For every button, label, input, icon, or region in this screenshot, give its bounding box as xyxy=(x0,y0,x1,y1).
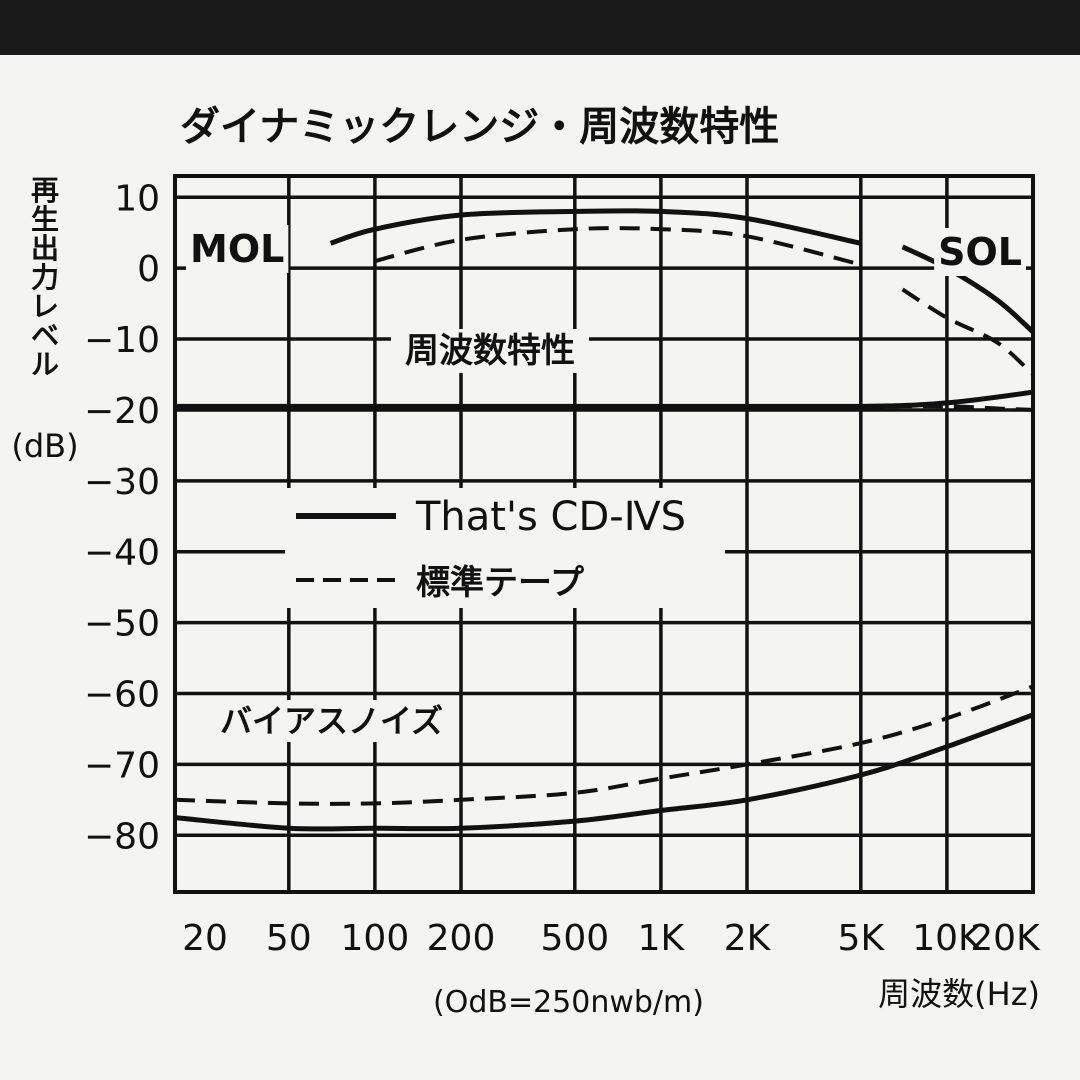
solid-series-line-2 xyxy=(901,244,1035,334)
y-axis-label-char: 出 xyxy=(31,232,59,265)
x-tick-label: 20K xyxy=(970,918,1041,959)
sol-label: SOL xyxy=(938,230,1022,274)
y-tick-label: −50 xyxy=(84,604,160,645)
y-tick-label: 10 xyxy=(114,178,160,219)
frequency-response-label: 周波数特性 xyxy=(405,331,575,371)
y-axis-label-char: ベ xyxy=(31,319,59,352)
y-axis-label-char: ル xyxy=(31,348,59,381)
x-tick-label: 50 xyxy=(266,918,312,959)
legend: That's CD-ⅣS 標準テープ xyxy=(285,488,725,608)
chart-title: ダイナミックレンジ・周波数特性 xyxy=(180,104,779,150)
frequency-response-label-group: 周波数特性 xyxy=(391,329,589,373)
sol-label-group: SOL xyxy=(934,228,1026,276)
bias-noise-label-group: バイアスノイズ xyxy=(212,700,452,742)
x-axis-label: 周波数(Hz) xyxy=(878,975,1040,1013)
plot-frame xyxy=(173,174,1035,894)
legend-label: 標準テープ xyxy=(416,563,584,603)
y-axis-label-char: 力 xyxy=(31,261,59,294)
x-tick-label: 100 xyxy=(341,918,410,959)
bias-noise-label: バイアスノイズ xyxy=(220,702,443,740)
dashed-series-line-3 xyxy=(901,287,1035,376)
y-tick-label: 0 xyxy=(137,249,160,290)
solid-series-line-4 xyxy=(175,389,1034,410)
bias-noise-label-background xyxy=(212,700,452,742)
legend-background xyxy=(285,488,725,608)
y-tick-label: −70 xyxy=(84,745,160,786)
x-tick-label: 200 xyxy=(427,918,496,959)
mol-label: MOL xyxy=(190,227,284,271)
x-tick-label: 20 xyxy=(182,918,228,959)
y-tick-label: −20 xyxy=(84,391,160,432)
x-tick-label: 10K xyxy=(912,918,983,959)
y-axis-label-char: 生 xyxy=(31,203,59,236)
tick-labels: 20 50 100 200 500 1K 2K 5K 10K20K100−10−20−30−40… xyxy=(84,178,1041,959)
dashed-series-line-1 xyxy=(374,226,862,267)
y-tick-label: −60 xyxy=(84,675,160,716)
mol-label-group: MOL xyxy=(186,225,289,273)
solid-series-line-0 xyxy=(329,208,862,246)
y-tick-label: −40 xyxy=(84,533,160,574)
sol-label-background xyxy=(934,228,1026,276)
solid-series-line-6 xyxy=(174,712,1034,832)
x-tick-label: 500 xyxy=(540,918,609,959)
y-axis-label-char: レ xyxy=(31,290,59,323)
y-tick-label: −10 xyxy=(84,320,160,361)
y-tick-label: −30 xyxy=(84,462,160,503)
y-axis-label-char: 再 xyxy=(31,174,59,207)
frequency-response-label-background xyxy=(391,329,589,373)
x-tick-label: 1K xyxy=(638,918,686,959)
dashed-series-line-7 xyxy=(174,684,1034,806)
y-tick-label: −80 xyxy=(84,816,160,857)
x-tick-label: 5K xyxy=(838,918,886,959)
x-tick-label: 2K xyxy=(724,918,772,959)
legend-label: That's CD-ⅣS xyxy=(415,494,686,540)
series-layer xyxy=(174,208,1035,832)
y-axis-unit: (dB) xyxy=(11,427,78,465)
mol-label-background xyxy=(186,225,289,273)
dashed-series-line-5 xyxy=(860,404,1034,412)
reference-level-note: (OdB=250nwb/m) xyxy=(433,985,704,1020)
